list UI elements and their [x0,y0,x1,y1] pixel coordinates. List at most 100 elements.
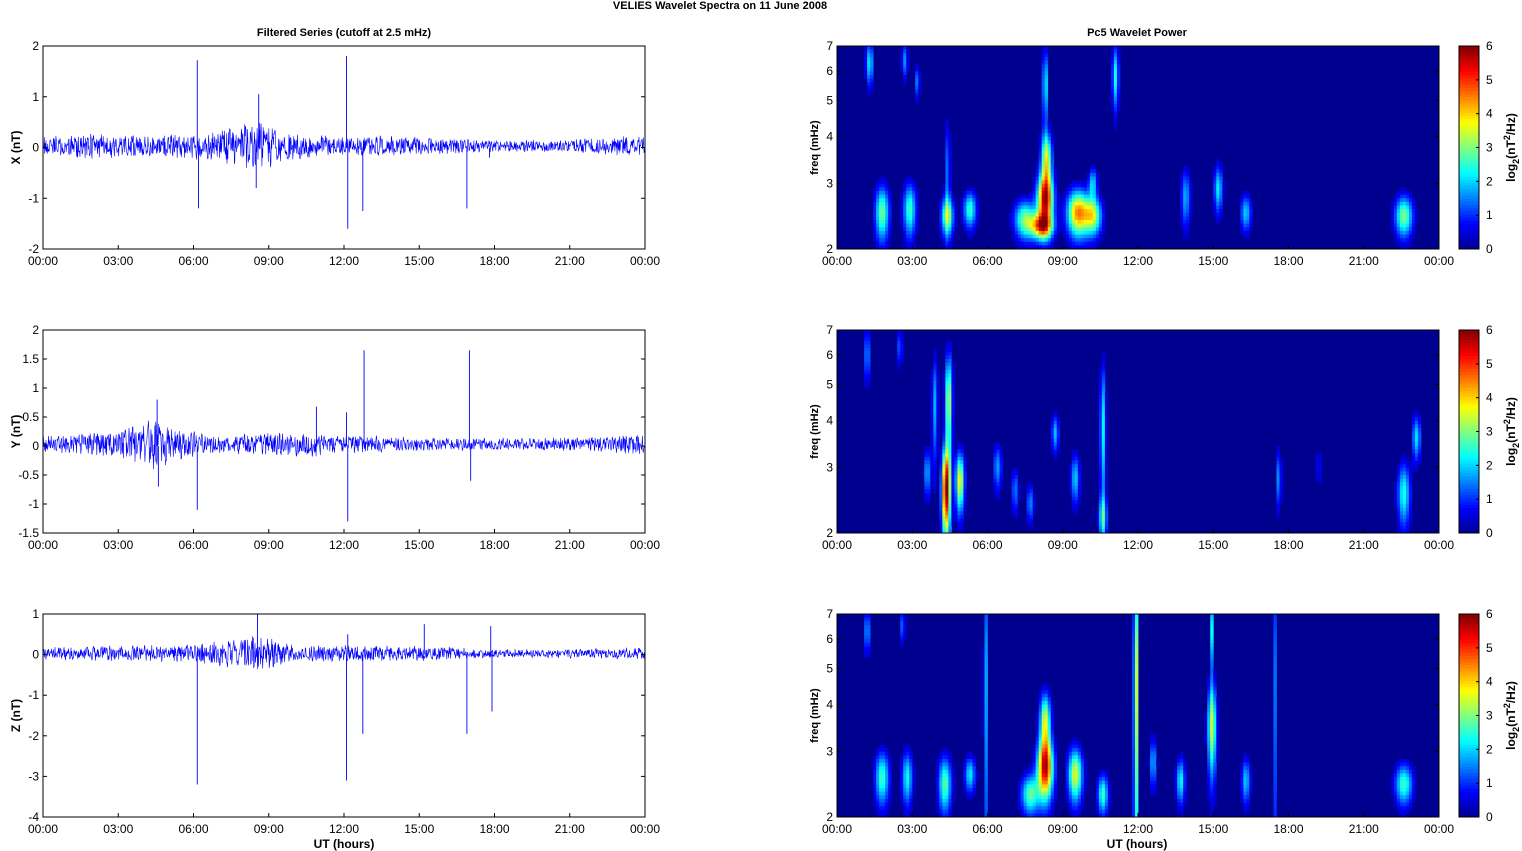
heatmap-cell [906,241,910,246]
heatmap-cell [930,413,934,418]
heatmap-cell [1180,806,1184,811]
heatmap-cell [1183,212,1187,217]
colorbar-cell [1459,336,1479,341]
heatmap-cell [1213,780,1217,785]
heatmap-cell [1153,769,1157,774]
heatmap-cell [999,464,1003,469]
heatmap-cell [1405,504,1410,509]
heatmap-cell [909,216,913,221]
heatmap-cell [945,798,949,803]
heatmap-cell [1101,446,1106,451]
heatmap-cell [885,806,889,811]
heatmap-cell [1393,212,1398,217]
heatmap-cell [942,471,946,476]
heatmap-cell [1038,697,1043,702]
heatmap-cell [1098,780,1103,785]
heatmap-cell [1023,784,1028,789]
heatmap-cell [1068,769,1073,774]
heatmap-cell [1101,511,1106,516]
heatmap-cell [951,205,955,210]
heatmap-cell [924,449,928,454]
heatmap-cell [1074,500,1079,505]
heatmap-cell [1273,628,1277,633]
heatmap-cell [1243,769,1247,774]
colorbar-cell [1459,352,1479,356]
heatmap-cell [1134,795,1139,800]
heatmap-cell [1246,194,1250,199]
colorbar-cell [1459,469,1479,474]
heatmap-cell [1068,751,1073,756]
colorbar-cell [1459,112,1479,117]
heatmap-cell [906,759,910,764]
heatmap-cell [1183,198,1187,203]
heatmap-cell [1246,777,1250,782]
heatmap-cell [1080,216,1085,221]
ts-xtick-label: 00:00 [28,254,58,268]
heatmap-cell [942,522,946,527]
heatmap-cell [1390,773,1395,778]
heatmap-cell [1134,701,1139,706]
heatmap-cell [936,795,940,800]
colorbar-cell [1459,428,1479,432]
heatmap-cell [1083,788,1088,793]
heatmap-cell [885,813,889,818]
heatmap-cell [885,234,889,239]
heatmap-cell [1116,71,1121,76]
heatmap-cell [1098,238,1103,243]
heatmap-cell [1405,230,1410,235]
heatmap-cell [885,241,889,246]
heatmap-cell [1014,241,1018,246]
heatmap-cell [1089,209,1094,214]
heatmap-cell [1134,777,1139,782]
heatmap-cell [1396,769,1401,774]
heatmap-cell [1017,198,1022,203]
heatmap-cell [1092,176,1097,181]
heatmap-cell [1408,227,1413,232]
heatmap-cell [1390,777,1395,782]
heatmap-cell [954,493,958,498]
heatmap-cell [1041,100,1046,105]
colorbar-cell [1459,652,1479,656]
heatmap-cell [909,227,913,232]
heatmap-cell [897,330,901,335]
heatmap-cell [1104,413,1109,418]
heatmap-cell [1053,172,1058,177]
heatmap-cell [1035,733,1040,738]
colorbar-cell [1459,482,1479,486]
heatmap-cell [939,514,943,519]
heatmap-cell [1402,496,1407,501]
heatmap-cell [1029,241,1034,246]
colorbar-cell [1459,233,1479,237]
heatmap-cell [927,464,931,469]
heatmap-cell [1405,791,1410,796]
heatmap-cell [1038,133,1043,138]
heatmap-cell [1044,187,1049,192]
heatmap-cell [1207,780,1211,785]
heatmap-cell [1101,366,1106,371]
heatmap-cell [1210,791,1214,796]
heatmap-cell [1273,802,1277,807]
heatmap-cell [1213,169,1217,174]
heatmap-cell [1186,234,1190,239]
heatmap-cell [885,773,889,778]
heatmap-cell [1408,798,1413,803]
heatmap-cell [1077,467,1082,472]
hm-xtick-label: 00:00 [822,538,852,552]
heatmap-cell [1080,795,1085,800]
heatmap-cell [1131,682,1136,687]
heatmap-cell [1044,67,1049,72]
heatmap-cell [1023,780,1028,785]
heatmap-cell [1402,234,1407,239]
heatmap-cell [951,496,955,501]
heatmap-cell [936,802,940,807]
heatmap-cell [876,212,880,217]
heatmap-cell [1071,475,1076,480]
heatmap-cell [1029,806,1034,811]
heatmap-cell [1068,478,1073,483]
heatmap-cell [873,220,877,225]
heatmap-cell [906,806,910,811]
hm-xtick-label: 03:00 [897,822,927,836]
heatmap-cell [1035,234,1040,239]
heatmap-cell [927,453,931,458]
heatmap-cell [942,504,946,509]
